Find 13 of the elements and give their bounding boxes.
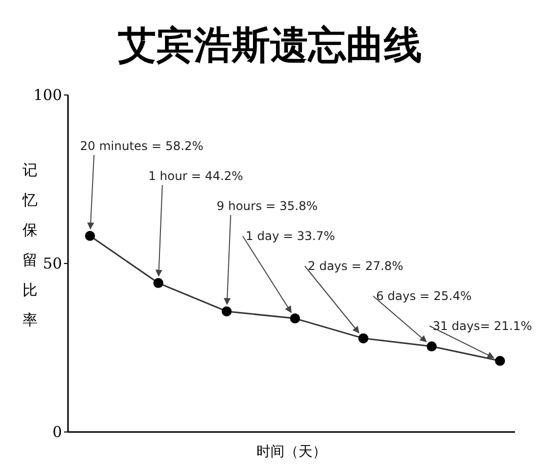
text: 9 hours = 35.8% — [216, 199, 318, 213]
text: 31 days= 21.1% — [432, 319, 532, 333]
text: 20 minutes = 58.2% — [80, 139, 204, 153]
y-tick-label: 0 — [52, 423, 62, 441]
text: 1 hour = 44.2% — [148, 169, 244, 183]
text: 6 days = 25.4% — [376, 289, 472, 303]
text: 2 days = 27.8% — [308, 259, 404, 273]
y-tick-label: 50 — [42, 254, 62, 272]
y-axis-title: 记忆保留比率 — [22, 161, 38, 329]
x-axis-title: 时间（天） — [256, 444, 326, 460]
y-tick-label: 100 — [33, 86, 62, 104]
chart-title: 艾宾浩斯遗忘曲线 — [118, 22, 422, 67]
text: 1 day = 33.7% — [246, 229, 335, 243]
